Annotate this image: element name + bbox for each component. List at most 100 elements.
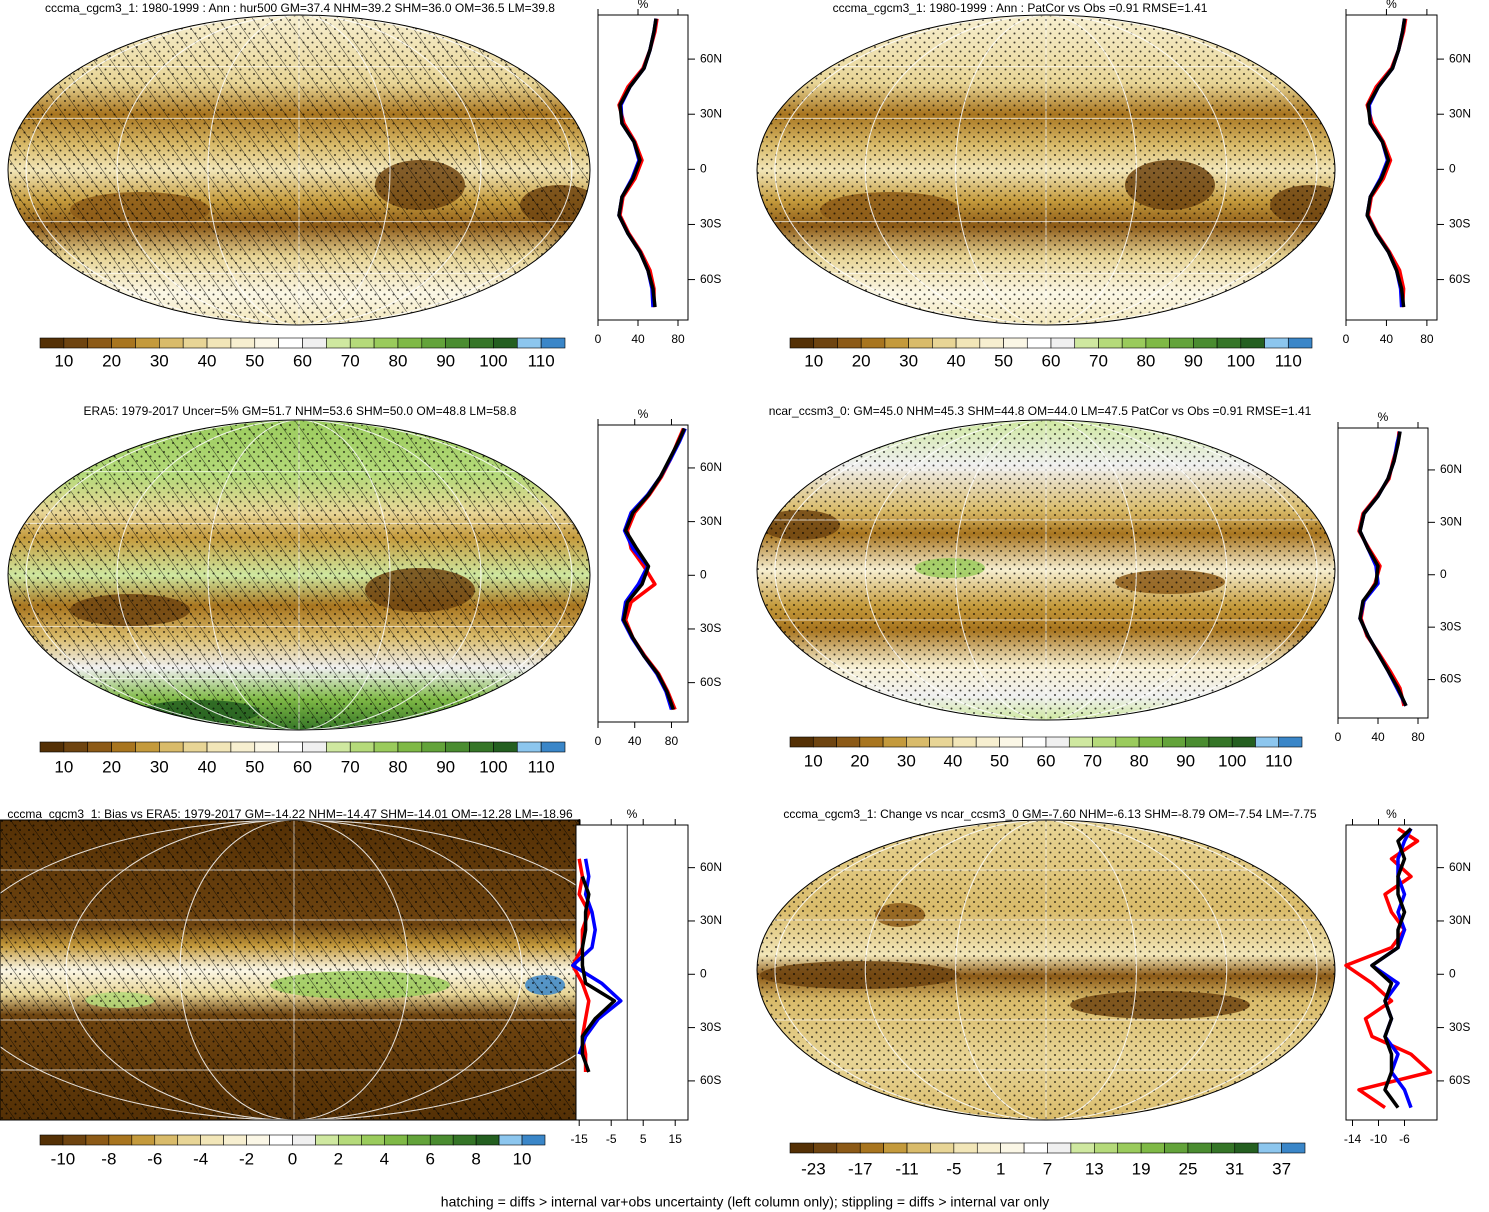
colorbar-label: 10 bbox=[804, 751, 823, 770]
y-tick-label: 60N bbox=[700, 51, 722, 65]
graticule bbox=[864, 420, 1228, 720]
profile-line bbox=[617, 18, 658, 308]
y-tick-label: 60S bbox=[700, 272, 721, 286]
map-outline bbox=[7, 419, 591, 731]
colorbar-swatch bbox=[1257, 1142, 1282, 1154]
graticule bbox=[25, 420, 573, 730]
colorbar-swatch bbox=[200, 1134, 224, 1146]
colorbar-swatch bbox=[929, 736, 954, 748]
colorbar-swatch bbox=[789, 337, 815, 349]
colorbar-swatch bbox=[1278, 736, 1303, 748]
colorbar-swatch bbox=[246, 1134, 270, 1146]
colorbar-swatch bbox=[326, 337, 351, 349]
colorbar-swatch bbox=[108, 1134, 133, 1146]
colorbar-label: 4 bbox=[380, 1149, 389, 1168]
colorbar-swatch bbox=[63, 741, 89, 753]
x-tick-label: 0 bbox=[595, 332, 602, 346]
colorbar-label: 100 bbox=[1218, 751, 1246, 770]
graticule bbox=[207, 420, 391, 730]
colorbar-swatch bbox=[182, 741, 208, 753]
graticule bbox=[25, 15, 573, 325]
colorbar-swatch bbox=[206, 741, 232, 753]
panel-title: cccma_cgcm3_1: Change vs ncar_ccsm3_0 GM… bbox=[783, 807, 1317, 821]
colorbar-swatch bbox=[349, 741, 375, 753]
colorbar-swatch bbox=[87, 741, 112, 753]
colorbar-swatch bbox=[930, 1142, 955, 1154]
colorbar-swatch bbox=[62, 1134, 87, 1146]
colorbar-swatch bbox=[159, 741, 184, 753]
panel-title: ERA5: 1979-2017 Uncer=5% GM=51.7 NHM=53.… bbox=[84, 404, 517, 418]
colorbar-swatch bbox=[1092, 736, 1117, 748]
colorbar-label: 110 bbox=[528, 351, 555, 370]
y-tick-label: 30N bbox=[700, 514, 722, 528]
colorbar-swatch bbox=[135, 741, 160, 753]
profile-frame bbox=[1345, 14, 1438, 321]
colorbar-label: 10 bbox=[54, 757, 73, 776]
colorbar-label: 80 bbox=[388, 757, 407, 776]
colorbar-label: 13 bbox=[1085, 1159, 1104, 1178]
colorbar-swatch bbox=[302, 337, 327, 349]
x-tick-label: -14 bbox=[1344, 1132, 1362, 1146]
colorbar-label: 50 bbox=[245, 351, 264, 370]
colorbar-swatch bbox=[292, 1134, 316, 1146]
y-tick-label: 60N bbox=[1449, 860, 1471, 874]
colorbar-label: 110 bbox=[528, 757, 555, 776]
y-tick-label: 60S bbox=[700, 1073, 721, 1087]
colorbar-swatch bbox=[406, 1134, 431, 1146]
colorbar-swatch bbox=[254, 337, 279, 349]
colorbar-swatch bbox=[182, 337, 208, 349]
y-tick-label: 60S bbox=[1449, 272, 1470, 286]
colorbar-swatch bbox=[1074, 337, 1099, 349]
hatching bbox=[0, 820, 580, 1120]
profile-line bbox=[1370, 827, 1413, 1109]
x-unit: % bbox=[638, 0, 649, 11]
colorbar-swatch bbox=[540, 337, 566, 349]
colorbar-swatch bbox=[789, 1142, 814, 1154]
colorbar-swatch bbox=[1000, 1142, 1025, 1154]
graticule bbox=[864, 820, 1228, 1120]
colorbar-swatch bbox=[326, 741, 351, 753]
colorbar-label: 60 bbox=[1042, 351, 1061, 370]
x-tick-label: 80 bbox=[671, 332, 685, 346]
colorbar-label: 80 bbox=[1136, 351, 1155, 370]
colorbar-swatch bbox=[1287, 337, 1313, 349]
colorbar-swatch bbox=[421, 337, 446, 349]
colorbar-label: 110 bbox=[1265, 751, 1292, 770]
panel-title: ncar_ccsm3_0: GM=45.0 NHM=45.3 SHM=44.8 … bbox=[769, 404, 1312, 418]
x-tick-label: 0 bbox=[1335, 730, 1342, 744]
colorbar-swatch bbox=[1047, 1142, 1072, 1154]
colorbar-swatch bbox=[812, 736, 837, 748]
colorbar-label: 20 bbox=[852, 351, 871, 370]
colorbar-swatch bbox=[302, 741, 327, 753]
colorbar-swatch bbox=[953, 1142, 978, 1154]
colorbar-swatch bbox=[349, 337, 375, 349]
map-outline bbox=[756, 819, 1336, 1121]
colorbar-swatch bbox=[498, 1134, 523, 1146]
colorbar-label: 30 bbox=[150, 757, 169, 776]
y-tick-label: 30N bbox=[1449, 106, 1471, 120]
colorbar-swatch bbox=[999, 736, 1024, 748]
panel-title: cccma_cgcm3_1: 1980-1999 : Ann : hur500 … bbox=[45, 1, 555, 15]
profile-frame bbox=[597, 14, 689, 321]
colorbar-swatch bbox=[836, 1142, 861, 1154]
graticule bbox=[774, 820, 1318, 1120]
colorbar-swatch bbox=[1162, 736, 1186, 748]
colorbar-swatch bbox=[1169, 337, 1194, 349]
colorbar-label: 25 bbox=[1178, 1159, 1197, 1178]
colorbar-swatch bbox=[1185, 736, 1210, 748]
colorbar-swatch bbox=[384, 1134, 408, 1146]
colorbar-label: 50 bbox=[245, 757, 264, 776]
y-tick-label: 60S bbox=[1449, 1073, 1470, 1087]
colorbar-swatch bbox=[932, 337, 957, 349]
colorbar-label: -17 bbox=[848, 1159, 873, 1178]
colorbar-label: 90 bbox=[436, 757, 455, 776]
colorbar-label: 40 bbox=[198, 351, 217, 370]
colorbar-label: 80 bbox=[1130, 751, 1149, 770]
colorbar-label: 100 bbox=[479, 351, 507, 370]
x-tick-label: 80 bbox=[1411, 730, 1425, 744]
colorbar-label: -11 bbox=[895, 1159, 918, 1178]
colorbar-swatch bbox=[131, 1134, 156, 1146]
graticule bbox=[116, 15, 482, 325]
x-tick-label: -6 bbox=[1399, 1132, 1410, 1146]
